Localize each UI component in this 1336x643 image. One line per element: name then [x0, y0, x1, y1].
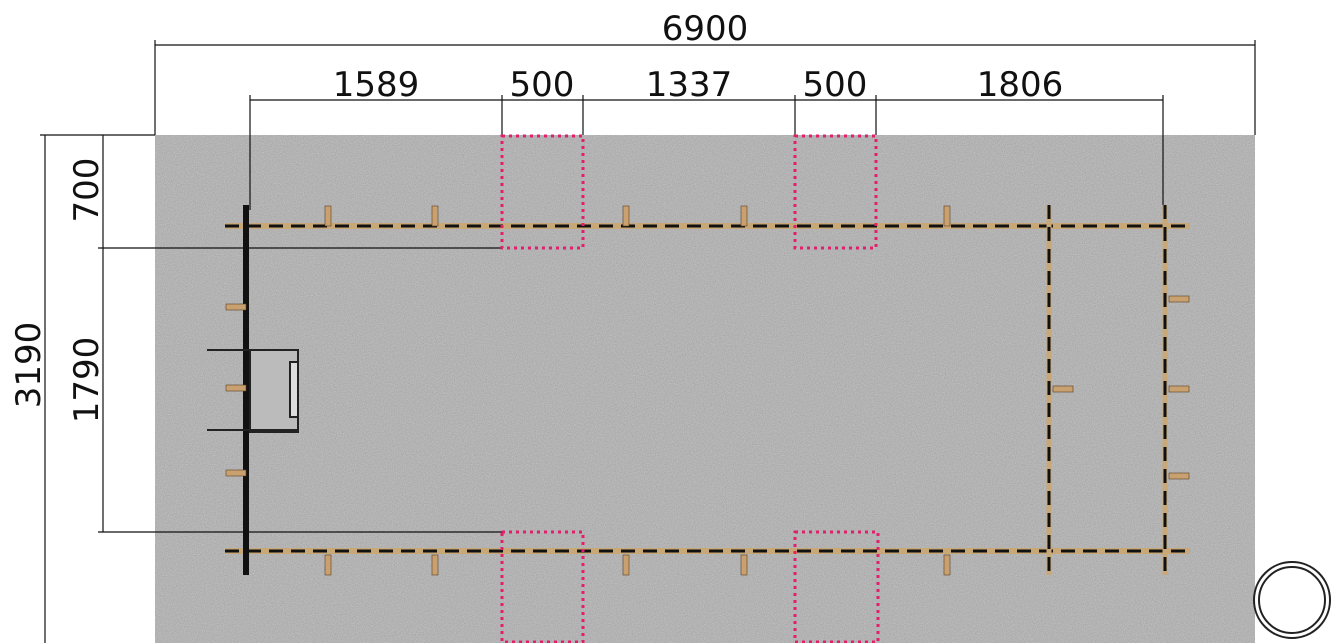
- dimension-label: 1806: [977, 65, 1064, 105]
- dimension-lines: [40, 40, 1256, 643]
- dimension-label: 3190: [9, 322, 49, 409]
- dimension-label: 1337: [646, 65, 733, 105]
- pipe-inner: [1258, 566, 1326, 634]
- dimension-label: 1589: [333, 65, 420, 105]
- highlight-boxes: [500, 134, 880, 643]
- pipe: [1253, 561, 1331, 639]
- dimension-label: 700: [67, 158, 107, 223]
- dimension-label: 6900: [662, 9, 749, 49]
- dimension-label: 500: [803, 65, 868, 105]
- dimension-label: 500: [510, 65, 575, 105]
- slab: [155, 135, 1255, 643]
- dimension-label: 1790: [67, 337, 107, 424]
- frame: [207, 205, 1190, 576]
